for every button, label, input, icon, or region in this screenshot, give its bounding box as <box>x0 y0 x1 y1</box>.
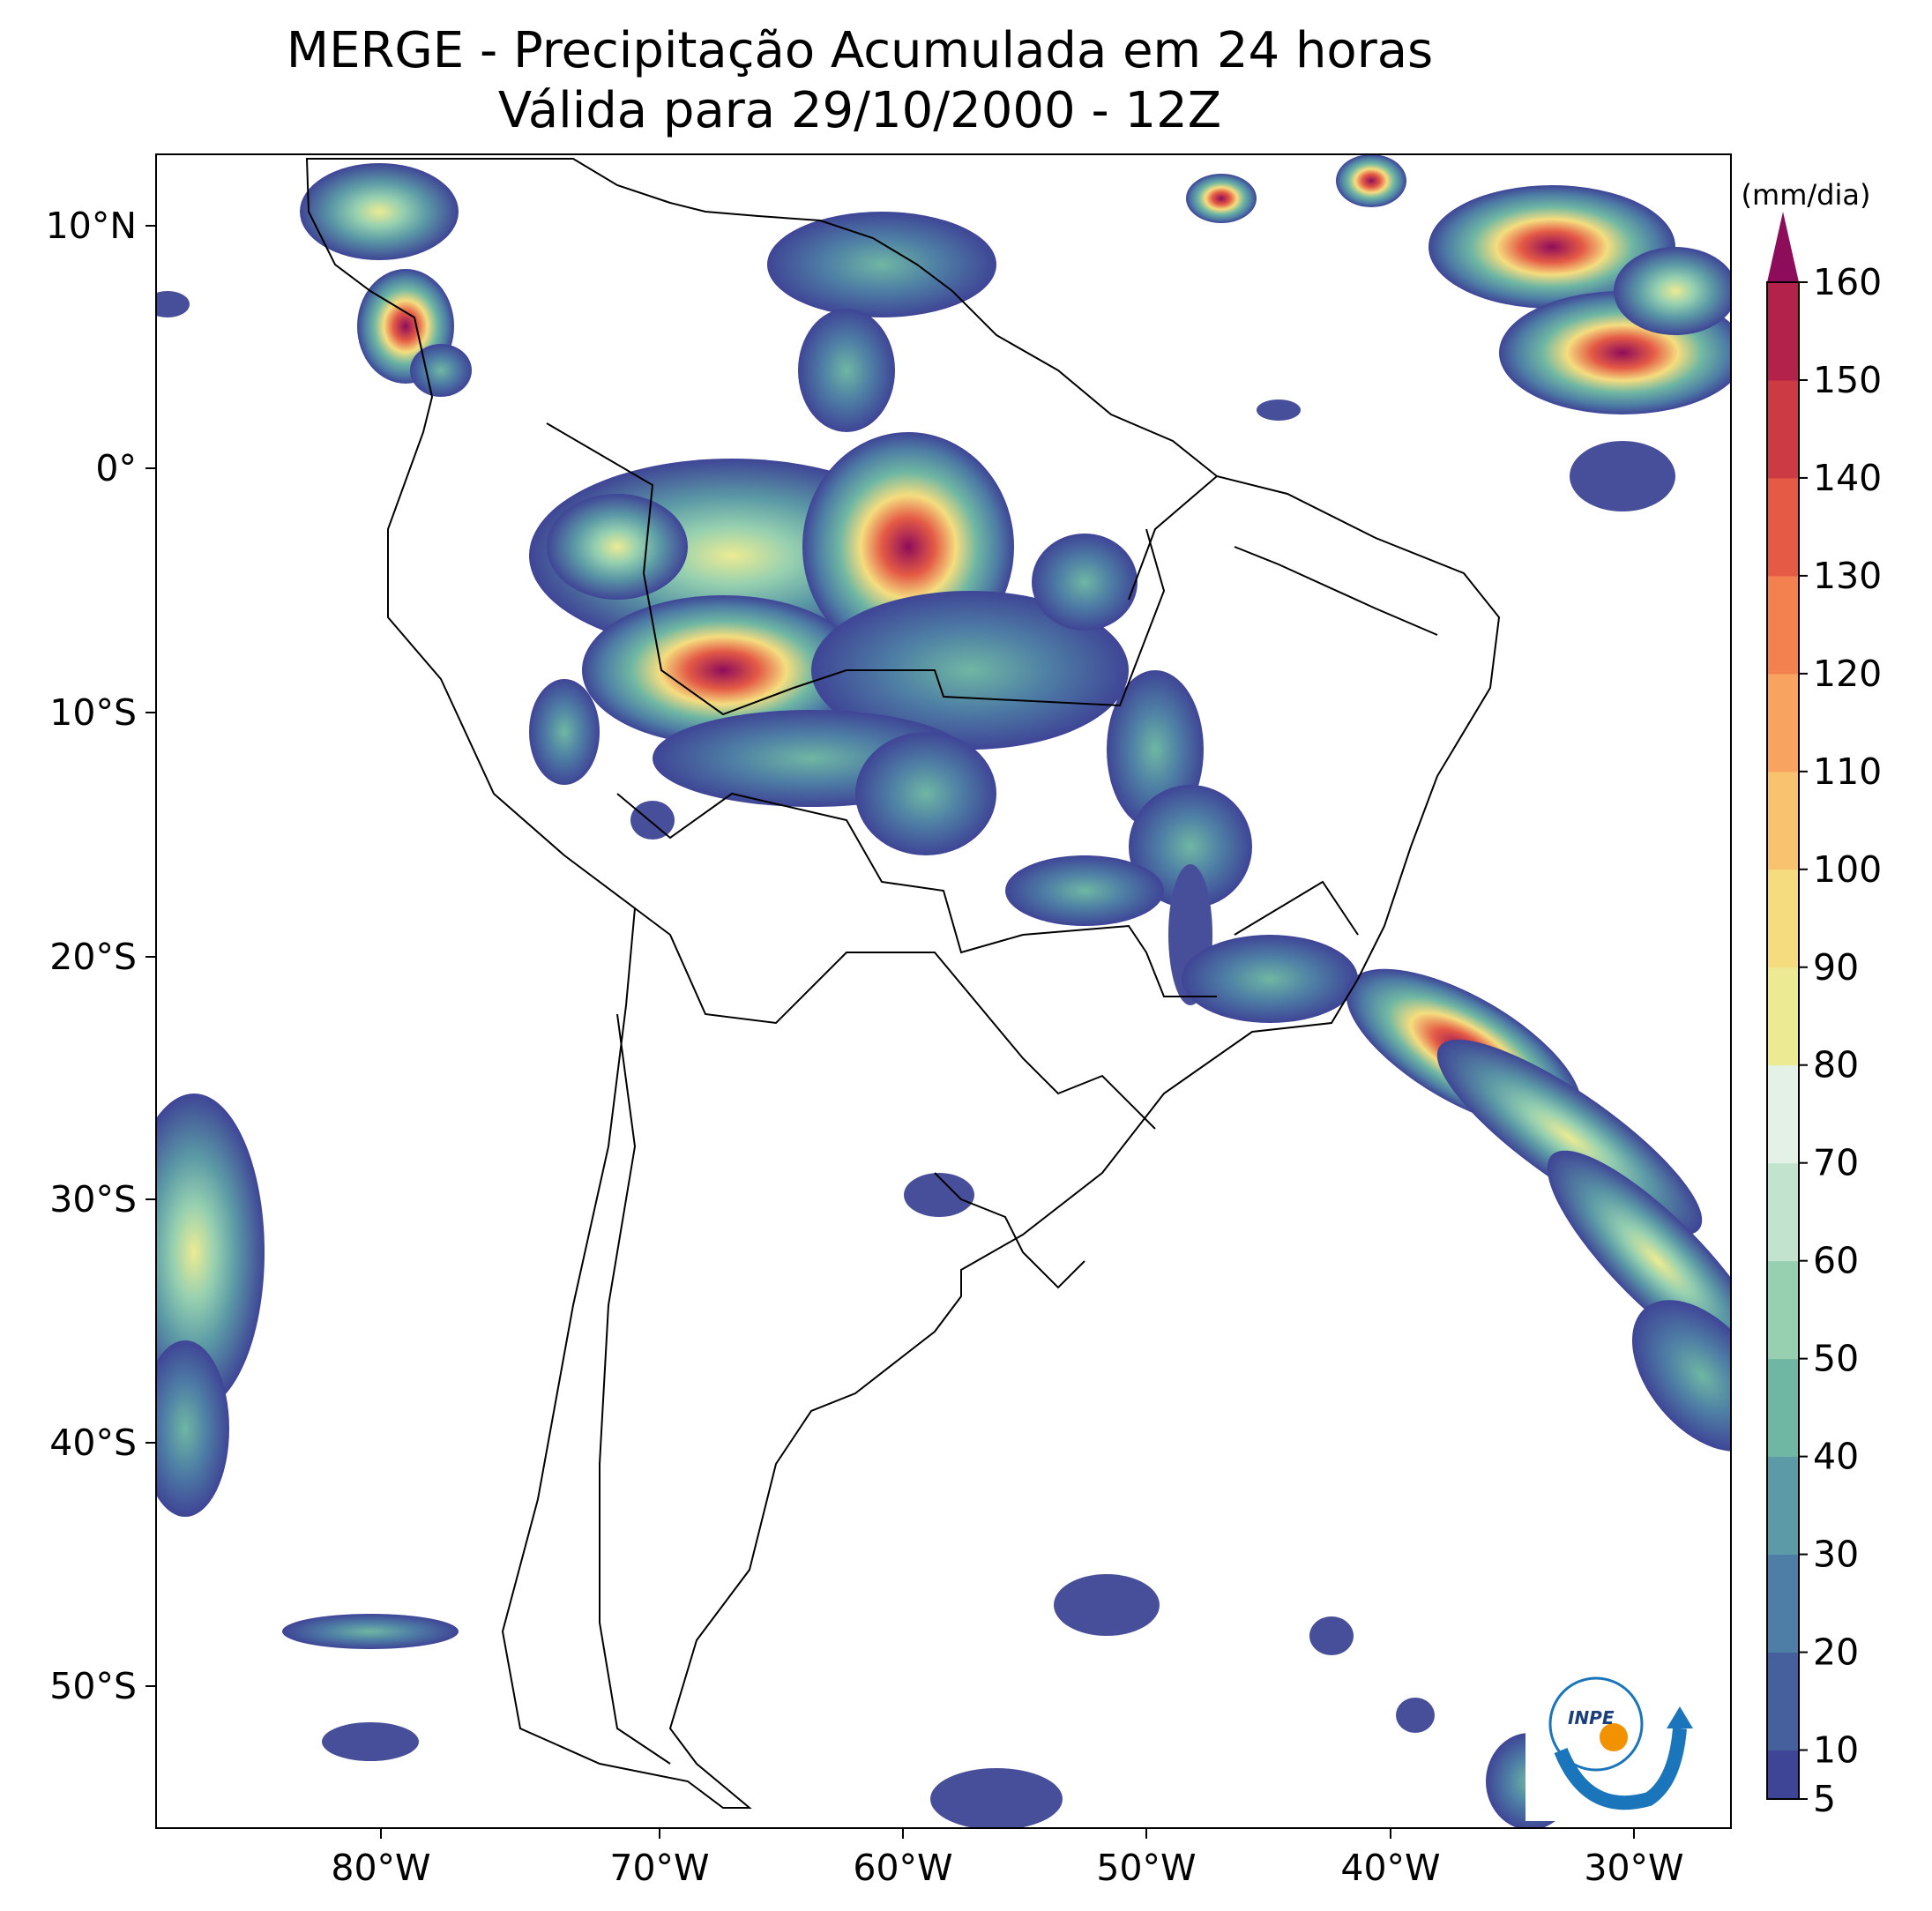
colorbar-segment <box>1767 1652 1799 1751</box>
colorbar-segment <box>1767 1162 1799 1262</box>
y-tick-label: 50°S <box>49 1665 137 1707</box>
map-subtitle: Válida para 29/10/2000 - 12Z <box>497 82 1222 139</box>
x-tick-label: 50°W <box>1096 1847 1196 1889</box>
colorbar-tick-label: 5 <box>1813 1778 1836 1820</box>
colorbar-segment <box>1767 1554 1799 1653</box>
colorbar-segment <box>1767 771 1799 870</box>
colorbar-segment <box>1767 1358 1799 1458</box>
colorbar-segment <box>1767 1260 1799 1360</box>
colorbar-tick-label: 10 <box>1813 1729 1859 1772</box>
colorbar-tick-label: 60 <box>1813 1240 1859 1282</box>
inpe-logo: INPE <box>1525 1676 1715 1821</box>
x-tick-label: 60°W <box>853 1847 952 1889</box>
colorbar-segment <box>1767 869 1799 968</box>
y-tick-label: 30°S <box>49 1178 137 1221</box>
colorbar-tick-label: 140 <box>1813 457 1882 499</box>
colorbar-extend-max <box>1767 212 1799 282</box>
colorbar-tick-label: 120 <box>1813 653 1882 695</box>
colorbar-tick-label: 70 <box>1813 1142 1859 1184</box>
colorbar-segment <box>1767 673 1799 773</box>
y-tick-label: 20°S <box>49 936 137 978</box>
x-axis: 80°W 70°W 60°W 50°W 40°W 30°W <box>331 1828 1684 1889</box>
y-axis: 10°N 0° 10°S 20°S 30°S 40°S 50°S <box>46 205 156 1707</box>
colorbar-segment <box>1767 379 1799 479</box>
map-title: MERGE - Precipitação Acumulada em 24 hor… <box>286 22 1434 79</box>
colorbar-tick-label: 100 <box>1813 848 1882 891</box>
colorbar-segment <box>1767 575 1799 675</box>
colorbar-tick-label: 150 <box>1813 359 1882 401</box>
colorbar: (mm/dia) 5 10 20 30 40 50 60 70 80 90 100 110 120 130… <box>1742 178 1883 1820</box>
x-tick-label: 30°W <box>1584 1847 1683 1889</box>
y-tick-label: 0° <box>95 447 137 489</box>
coastline <box>305 158 1501 1809</box>
y-tick-label: 10°N <box>46 205 137 247</box>
y-tick-label: 40°S <box>49 1422 137 1464</box>
colorbar-segment <box>1767 1064 1799 1164</box>
y-tick-label: 10°S <box>49 691 137 734</box>
colorbar-tick-label: 130 <box>1813 555 1882 597</box>
plot-frame <box>155 153 1732 1829</box>
colorbar-tick-label: 20 <box>1813 1631 1859 1674</box>
colorbar-tick-label: 80 <box>1813 1044 1859 1086</box>
precipitation-field <box>156 154 1731 1828</box>
colorbar-tick-label: 40 <box>1813 1436 1859 1478</box>
colorbar-unit: (mm/dia) <box>1742 178 1871 212</box>
colorbar-tick-label: 50 <box>1813 1338 1859 1380</box>
x-tick-label: 80°W <box>331 1847 430 1889</box>
colorbar-segment <box>1767 1750 1799 1800</box>
colorbar-tick-label: 30 <box>1813 1534 1859 1576</box>
x-tick-label: 70°W <box>609 1847 709 1889</box>
colorbar-segment <box>1767 967 1799 1066</box>
colorbar-tick-label: 160 <box>1813 261 1882 303</box>
colorbar-segment <box>1767 1456 1799 1556</box>
logo-text: INPE <box>1568 1707 1615 1728</box>
colorbar-tick-label: 90 <box>1813 946 1859 989</box>
x-tick-label: 40°W <box>1340 1847 1440 1889</box>
colorbar-segment <box>1767 477 1799 577</box>
colorbar-segment <box>1767 282 1799 381</box>
colorbar-tick-label: 110 <box>1813 750 1882 793</box>
